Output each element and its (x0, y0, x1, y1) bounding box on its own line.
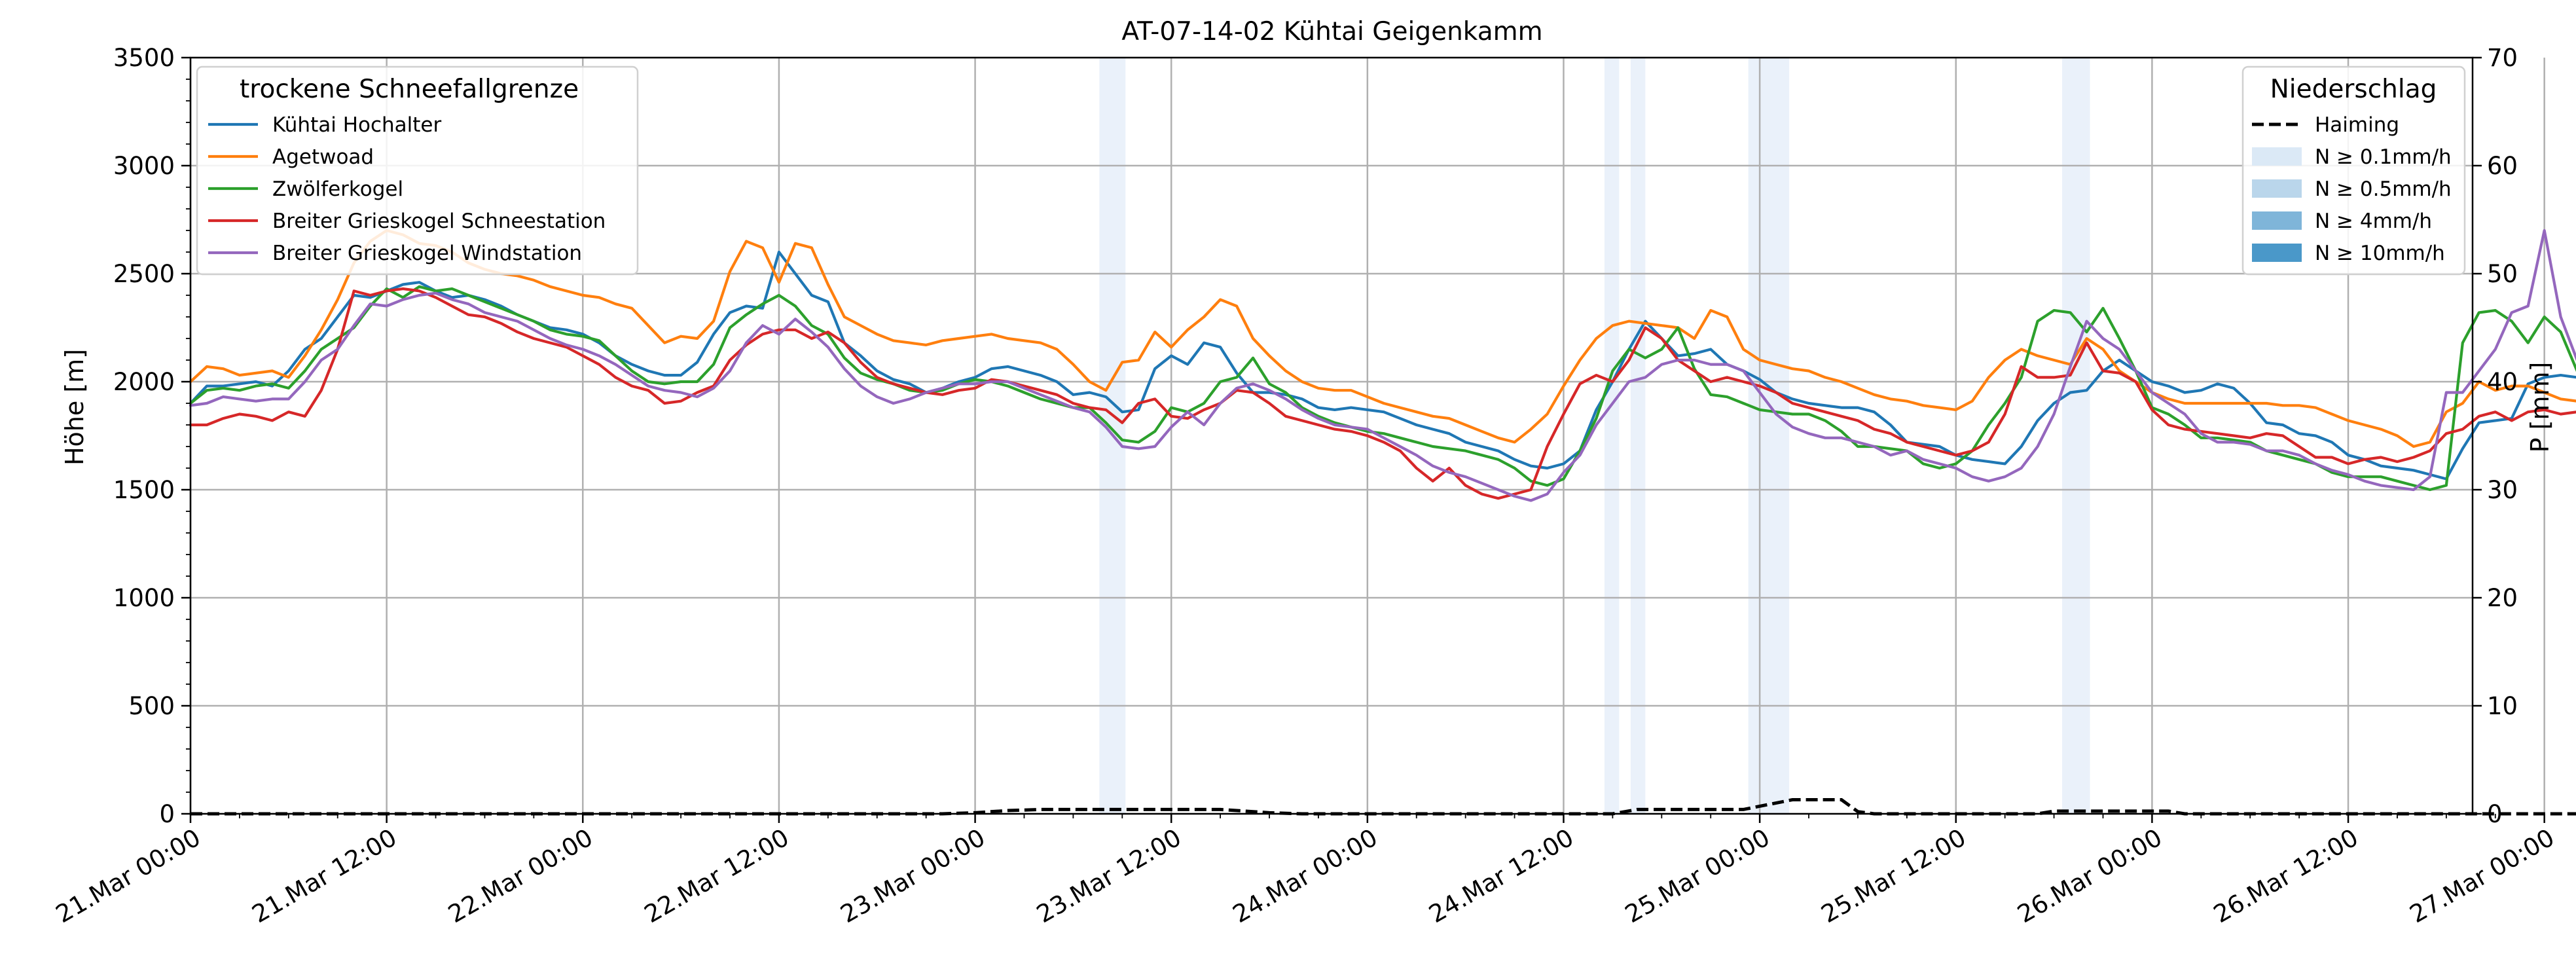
y-axis-label: Höhe [m] (60, 349, 89, 465)
legend-label: Haiming (2315, 113, 2399, 137)
precip-band-2 (1630, 58, 1646, 814)
series-line-4 (189, 228, 2576, 502)
legend-swatch (2252, 147, 2302, 166)
legend-label: N ≥ 10mm/h (2315, 242, 2445, 265)
precip-band-1 (1604, 58, 1620, 814)
precip-band-4 (2062, 58, 2090, 814)
legend-label: Breiter Grieskogel Windstation (272, 242, 582, 265)
precip-band-3 (1748, 58, 1790, 814)
y2-tick-label: 0 (2487, 800, 2503, 828)
y2-tick-label: 30 (2487, 476, 2518, 504)
y-tick-label: 3500 (113, 44, 175, 72)
legend-right: Niederschlag Haiming N ≥ 0.1mm/h N ≥ 0.5mm… (2241, 65, 2466, 276)
y2-tick-label: 20 (2487, 584, 2518, 612)
haiming-line (190, 798, 2576, 816)
y2-tick-label: 60 (2487, 152, 2518, 180)
legend-swatch (2252, 179, 2302, 198)
plot-frame (189, 56, 2474, 815)
y2-tick-label: 50 (2487, 260, 2518, 288)
legend-left-title: trockene Schneefallgrenze (240, 75, 579, 104)
y-tick-label: 3000 (113, 152, 175, 180)
y2-tick-label: 10 (2487, 692, 2518, 720)
legend-swatch (2252, 244, 2302, 262)
y2-tick-label: 70 (2487, 44, 2518, 72)
y-tick-label: 500 (128, 692, 175, 720)
legend-label: N ≥ 0.1mm/h (2315, 145, 2452, 169)
legend-label: N ≥ 4mm/h (2315, 210, 2432, 233)
y-tick-label: 2000 (113, 368, 175, 396)
legend-swatch (2252, 211, 2302, 230)
legend-label: Agetwoad (272, 145, 374, 169)
legend-right-title: Niederschlag (2270, 75, 2437, 104)
legend-label: N ≥ 0.5mm/h (2315, 177, 2452, 201)
y2-axis-label: P [mm] (2526, 362, 2554, 453)
legend-label: Breiter Grieskogel Schneestation (272, 210, 606, 233)
series-line-2 (189, 285, 2576, 492)
y-tick-label: 2500 (113, 260, 175, 288)
legend-label: Zwölferkogel (272, 177, 403, 201)
series-line-3 (189, 287, 2576, 500)
legend-left: trockene Schneefallgrenze Kühtai Hochalt… (196, 65, 639, 276)
series-line-0 (189, 250, 2576, 481)
chart-title: AT-07-14-02 Kühtai Geigenkamm (1121, 17, 1542, 46)
y-tick-label: 0 (159, 800, 175, 828)
y2-tick-label: 40 (2487, 368, 2518, 396)
precip-haiming-line (190, 798, 2576, 816)
y-tick-label: 1000 (113, 584, 175, 612)
y-tick-label: 1500 (113, 476, 175, 504)
legend-label: Kühtai Hochalter (272, 113, 442, 137)
series-line-1 (189, 228, 2576, 448)
series-lines (189, 228, 2576, 502)
